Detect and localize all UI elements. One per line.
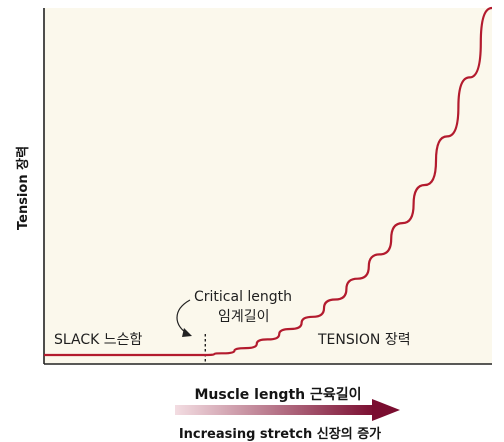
stretch-arrow-shaft bbox=[175, 405, 375, 415]
tension-label: TENSION 장력 bbox=[317, 332, 411, 348]
y-axis-title: Tension 장력 bbox=[15, 146, 31, 230]
critical-length-label: Critical length bbox=[194, 289, 292, 305]
tension-curve bbox=[44, 6, 493, 357]
critical-pointer-arrowhead bbox=[182, 328, 192, 337]
stretch-arrow-head bbox=[372, 399, 400, 421]
critical-length-label-kr: 임계길이 bbox=[218, 309, 270, 325]
plot-area bbox=[44, 8, 492, 364]
increasing-stretch-label: Increasing stretch 신장의 증가 bbox=[179, 426, 381, 442]
x-axis-title: Muscle length 근육길이 bbox=[194, 386, 361, 403]
slack-label: SLACK 느슨함 bbox=[54, 332, 143, 348]
